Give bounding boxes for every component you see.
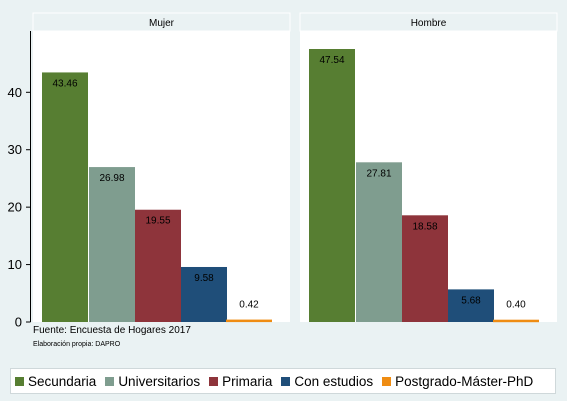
legend-item: Con estudios	[281, 374, 373, 389]
legend-item: Postgrado-Máster-PhD	[382, 374, 533, 389]
y-tick-label: 0	[15, 315, 22, 330]
bar	[42, 72, 88, 322]
data-label: 47.54	[319, 55, 344, 66]
bar	[493, 319, 539, 323]
y-tick-label: 10	[8, 257, 22, 272]
source-note: Fuente: Encuesta de Hogares 2017	[33, 325, 191, 336]
credit-note: Elaboración propia: DAPRO	[33, 341, 121, 348]
legend-item: Universitarios	[105, 374, 200, 389]
panel-title: Mujer	[149, 18, 175, 29]
legend-swatch	[105, 376, 115, 386]
data-label: 9.58	[194, 273, 214, 284]
legend-item: Primaria	[209, 374, 272, 389]
panel-title: Hombre	[411, 18, 447, 29]
bar	[356, 162, 402, 322]
data-label: 26.98	[99, 173, 124, 184]
data-label: 18.58	[412, 221, 437, 232]
data-label: 27.81	[366, 168, 391, 179]
data-label: 43.46	[52, 78, 77, 89]
data-label: 19.55	[145, 216, 170, 227]
legend-swatch	[209, 376, 219, 386]
legend: Secundaria Universitarios Primaria Con estu…	[10, 368, 556, 394]
y-tick-label: 20	[8, 200, 22, 215]
legend-swatch	[15, 376, 24, 386]
data-label: 0.40	[506, 300, 526, 311]
legend-item: Secundaria	[15, 374, 96, 389]
legend-swatch	[382, 376, 392, 386]
legend-label: Primaria	[222, 373, 273, 389]
data-label: 0.42	[239, 300, 259, 311]
legend-label: Con estudios	[294, 373, 374, 389]
data-label: 5.68	[461, 295, 481, 306]
bar	[135, 209, 181, 322]
y-tick-label: 30	[8, 142, 22, 157]
bar	[402, 215, 448, 322]
y-tick-label: 40	[8, 85, 22, 100]
bar	[226, 319, 272, 323]
bar	[309, 49, 355, 322]
legend-label: Postgrado-Máster-PhD	[395, 373, 534, 389]
legend-label: Universitarios	[118, 373, 201, 389]
bar	[181, 266, 227, 322]
bar	[89, 167, 135, 322]
bar	[448, 289, 494, 322]
legend-label: Secundaria	[28, 373, 97, 389]
legend-swatch	[281, 376, 291, 386]
